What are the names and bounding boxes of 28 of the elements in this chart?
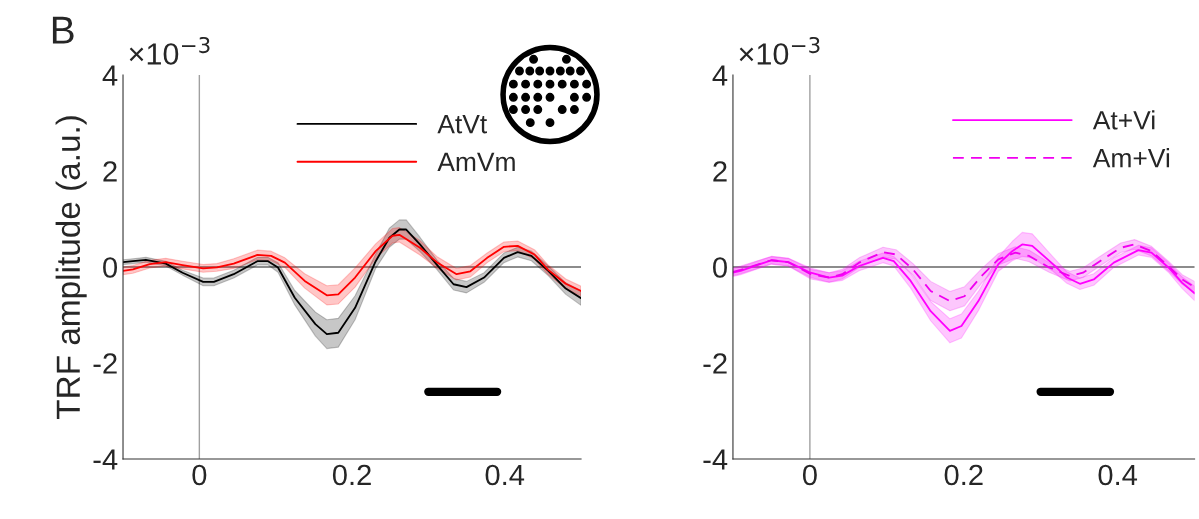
x-tick-label: 0 <box>192 464 207 486</box>
legend-label: AmVm <box>437 152 515 171</box>
x-tick-label: 0.4 <box>485 464 525 486</box>
y-tick-label: 2 <box>103 161 117 182</box>
y-tick-label: -4 <box>93 449 118 470</box>
y-tick-label: 2 <box>713 161 727 182</box>
text: ×10$^{−3}$ <box>129 36 210 65</box>
y-tick-label: -2 <box>703 353 727 374</box>
chart-title: B <box>52 16 74 44</box>
y-tick-label: 0 <box>713 257 727 278</box>
text: ×10$^{−3}$ <box>739 36 820 65</box>
line-series <box>123 228 582 336</box>
y-axis-title: TRF amplitude (a.u.) <box>55 116 87 420</box>
x-tick-label: 0.2 <box>332 464 371 486</box>
x-tick-label: 0.2 <box>944 464 983 486</box>
legend-label: Am+Vi <box>1092 148 1170 168</box>
x-tick-label: 0.4 <box>1098 464 1138 486</box>
line-series <box>732 243 1195 302</box>
x-tick-label: 0 <box>802 464 817 486</box>
y-tick-label: 4 <box>102 65 118 86</box>
legend-label: AtVt <box>437 115 488 134</box>
y-tick-label: 0 <box>103 257 118 278</box>
y-tick-label: -4 <box>703 449 728 470</box>
line-series <box>123 233 582 297</box>
line-series <box>732 243 1195 332</box>
y-tick-label: -2 <box>93 353 117 374</box>
y-tick-label: 4 <box>712 65 728 86</box>
legend-label: At+Vi <box>1092 110 1155 130</box>
